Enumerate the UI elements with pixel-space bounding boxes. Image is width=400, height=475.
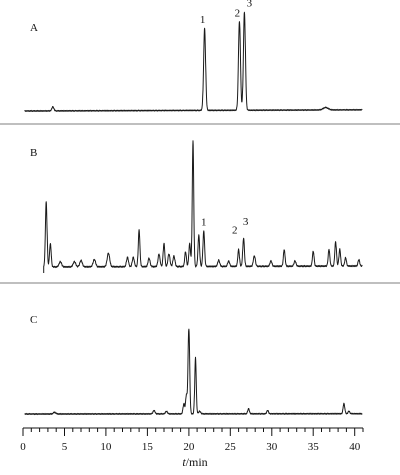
peak-label: 2 [235,7,241,19]
x-tick-label: 35 [308,441,320,453]
panel-b: B 1 23 [30,140,363,273]
x-axis-title-unit: /min [186,455,208,469]
x-axis-title: t/min [182,455,207,469]
x-tick-label: 40 [349,441,361,453]
x-tick-label: 15 [142,441,154,453]
x-axis-title-variable: t [182,455,186,469]
x-tick-label: 5 [62,441,68,453]
x-axis: 0 5 10 15 20 25 30 35 40 t/min [20,427,364,469]
x-tick-label: 0 [20,441,26,453]
chromatogram-trace [24,328,363,416]
panel-a: A 1 23 [24,0,363,112]
panel-label: C [30,314,37,326]
x-tick-label: 10 [100,441,112,453]
peak-label: 3 [247,0,253,10]
x-tick-label: 30 [266,441,278,453]
peak-labels: 1 23 [200,0,253,26]
x-tick-label: 20 [183,441,195,453]
peak-labels: 1 23 [201,216,249,236]
x-tick-label: 25 [225,441,237,453]
peak-label: 1 [201,216,207,228]
chromatogram-trace [24,11,363,112]
panel-label: B [30,147,37,159]
panel-label: A [30,22,38,34]
x-ticks: 0 5 10 15 20 25 30 35 40 [20,428,364,453]
peak-label: 1 [200,14,206,26]
peak-label: 2 [232,225,238,237]
peak-label: 3 [243,216,249,228]
panel-c: C [24,314,363,416]
chromatogram-trace [43,140,363,273]
